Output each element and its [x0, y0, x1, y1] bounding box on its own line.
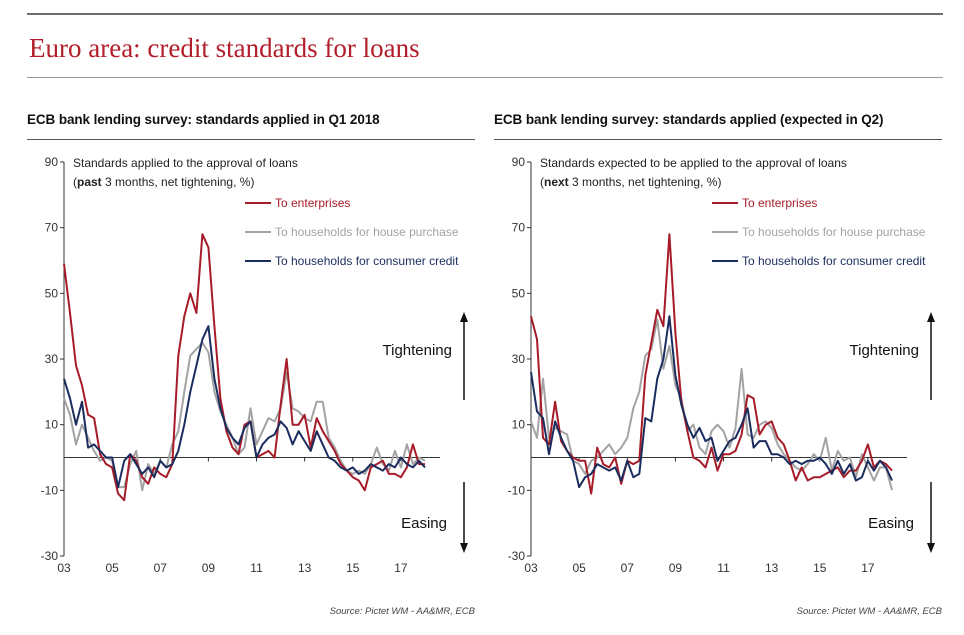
chart-note-line1: Standards expected to be applied to the … [540, 156, 847, 170]
x-tick-label: 13 [765, 561, 779, 575]
chart-note-line1: Standards applied to the approval of loa… [73, 156, 298, 170]
series-line-consumer [530, 315, 893, 489]
legend-label: To households for house purchase [742, 225, 926, 239]
x-tick-label: 13 [298, 561, 312, 575]
series-line-consumer [63, 325, 426, 489]
series-line-enterprises [63, 233, 425, 502]
y-tick-label: 90 [45, 155, 59, 169]
y-tick-label: 90 [512, 155, 526, 169]
x-tick-label: 09 [669, 561, 683, 575]
y-tick-label: 50 [45, 286, 59, 300]
y-tick-label: 30 [45, 352, 59, 366]
chart-panel-left: ECB bank lending survey: standards appli… [27, 112, 477, 627]
x-tick-label: 03 [524, 561, 538, 575]
legend-label: To households for consumer credit [275, 254, 459, 268]
x-tick-label: 11 [250, 561, 263, 575]
chart-title: ECB bank lending survey: standards appli… [27, 112, 380, 127]
x-tick-label: 11 [717, 561, 730, 575]
chart-note-rest: 3 months, net tightening, %) [102, 175, 255, 189]
chart-note-bold: next [544, 175, 569, 189]
y-tick-label: -10 [41, 483, 59, 497]
x-tick-label: 15 [346, 561, 360, 575]
chart-note-line2: (past 3 months, net tightening, %) [73, 175, 254, 189]
y-tick-label: 30 [512, 352, 526, 366]
y-tick-label: -10 [508, 483, 526, 497]
y-tick-label: 10 [45, 418, 59, 432]
legend-label: To enterprises [742, 196, 817, 210]
x-tick-label: 07 [621, 561, 635, 575]
annotation-tightening: Tightening [383, 342, 453, 359]
chart-note-line2: (next 3 months, net tightening, %) [540, 175, 721, 189]
y-tick-label: 70 [45, 221, 59, 235]
y-tick-label: 70 [512, 221, 526, 235]
easing-arrow-head [460, 543, 468, 553]
x-tick-label: 17 [861, 561, 875, 575]
legend-label: To enterprises [275, 196, 350, 210]
chart-title-rule [27, 139, 475, 140]
y-tick-label: -30 [41, 549, 59, 563]
y-tick-label: -30 [508, 549, 526, 563]
series-line-house [63, 341, 426, 492]
x-tick-label: 09 [202, 561, 216, 575]
page-title: Euro area: credit standards for loans [29, 33, 420, 63]
x-tick-label: 15 [813, 561, 827, 575]
tightening-arrow-head [927, 312, 935, 322]
chart-note-open: ( [540, 175, 544, 189]
annotation-easing: Easing [401, 515, 447, 532]
x-tick-label: 05 [105, 561, 119, 575]
title-rule [27, 77, 943, 78]
chart-note-open: ( [73, 175, 77, 189]
annotation-easing: Easing [868, 515, 914, 532]
x-tick-label: 03 [57, 561, 71, 575]
tightening-arrow-head [460, 312, 468, 322]
chart-source: Source: Pictet WM - AA&MR, ECB [329, 606, 475, 617]
y-tick-label: 10 [512, 418, 526, 432]
annotation-tightening: Tightening [850, 342, 920, 359]
legend-label: To households for consumer credit [742, 254, 926, 268]
top-rule [27, 13, 943, 15]
x-tick-label: 07 [154, 561, 168, 575]
series-line-enterprises [530, 233, 893, 495]
chart-note-rest: 3 months, net tightening, %) [569, 175, 722, 189]
chart-note-bold: past [77, 175, 102, 189]
chart-source: Source: Pictet WM - AA&MR, ECB [796, 606, 942, 617]
y-tick-label: 50 [512, 286, 526, 300]
chart-title-rule [494, 139, 942, 140]
easing-arrow-head [927, 543, 935, 553]
x-tick-label: 17 [394, 561, 408, 575]
legend-label: To households for house purchase [275, 225, 459, 239]
x-tick-label: 05 [572, 561, 586, 575]
chart-title: ECB bank lending survey: standards appli… [494, 112, 884, 127]
chart-panel-right: ECB bank lending survey: standards appli… [494, 112, 944, 627]
